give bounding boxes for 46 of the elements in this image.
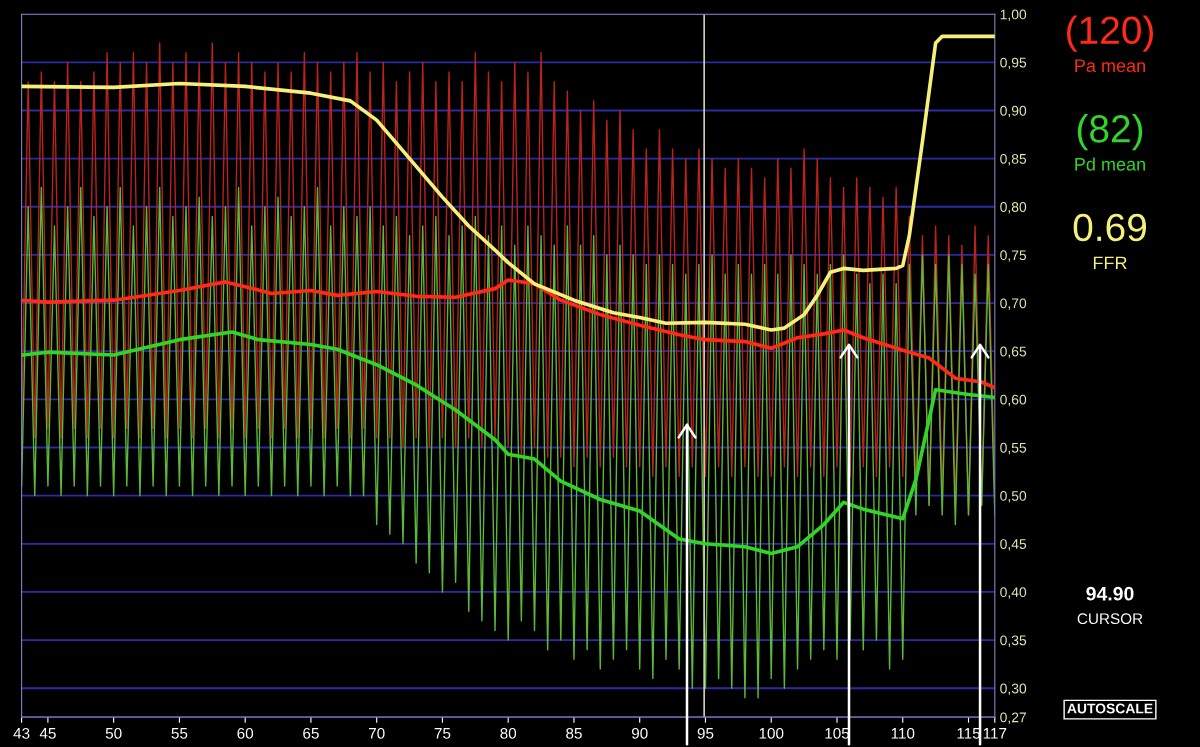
x-tick-label: 60: [237, 727, 254, 739]
y-tick-label: 0,75: [1000, 250, 1027, 262]
line-series: [21, 186, 995, 699]
text: 94.90: [1086, 586, 1134, 601]
text: AUTOSCALE: [1067, 703, 1153, 714]
line-series: [21, 330, 995, 556]
x-tick-label: 90: [631, 727, 648, 739]
y-tick-label: 0,55: [1000, 442, 1027, 455]
text: 0.69: [1073, 213, 1146, 242]
y-tick-label: 0,70: [1000, 298, 1027, 310]
x-tick-label: 85: [566, 727, 582, 739]
x-tick-label: 75: [434, 728, 451, 739]
x-tick-label: 65: [303, 727, 319, 739]
line-series: [21, 34, 995, 332]
line-series: [21, 278, 995, 390]
y-tick-label: 0,85: [1000, 153, 1027, 166]
y-tick-label: 0,30: [1000, 683, 1027, 696]
text: CURSOR: [1077, 613, 1143, 625]
x-tick-label: 43: [13, 727, 30, 739]
x-tick-label: 105: [825, 727, 850, 739]
x-tick-label: 55: [171, 728, 188, 739]
text: FFR: [1093, 256, 1127, 270]
x-tick-label: 70: [368, 727, 385, 739]
text: (82): [1077, 114, 1143, 151]
text: (120): [1067, 15, 1153, 52]
x-tick-label: 50: [105, 727, 122, 739]
x-tick-label: 45: [39, 728, 56, 739]
x-tick-label: 117: [983, 728, 1007, 739]
x-tick-label: 80: [500, 727, 517, 739]
x-tick-label: 115: [957, 728, 981, 739]
y-tick-label: 0,65: [1000, 346, 1027, 359]
y-tick-label: 0,50: [1000, 490, 1027, 503]
y-tick-label: 0,27: [1000, 712, 1026, 724]
text: Pd mean: [1075, 157, 1145, 171]
y-tick-label: 0,95: [1000, 57, 1027, 70]
y-tick-label: 0,90: [1000, 105, 1027, 118]
y-tick-label: 0,45: [1000, 539, 1027, 551]
y-tick-label: 0,60: [1000, 394, 1027, 407]
x-tick-label: 110: [891, 727, 915, 739]
y-tick-label: 1,00: [1000, 9, 1027, 21]
x-tick-label: 100: [759, 727, 784, 739]
x-tick-label: 95: [697, 727, 714, 739]
y-tick-label: 0,40: [1000, 587, 1027, 599]
y-tick-label: 0,35: [1000, 635, 1027, 647]
y-tick-label: 0,80: [1000, 202, 1027, 214]
text: Pa mean: [1075, 59, 1145, 73]
